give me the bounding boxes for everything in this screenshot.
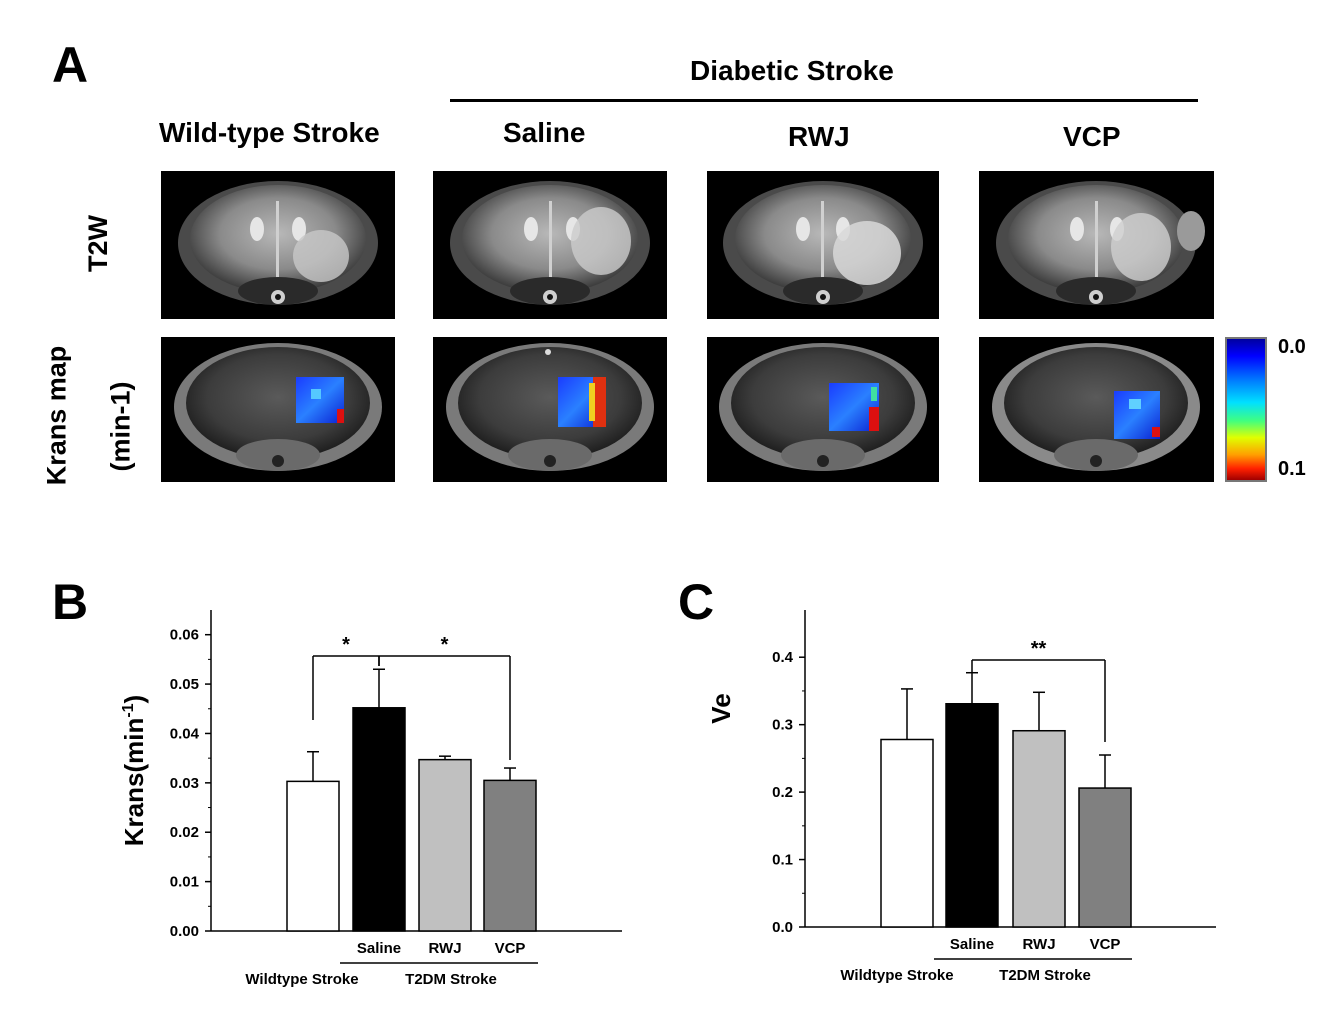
significance-star: **: [1031, 638, 1047, 660]
y-tick-label: 0.2: [772, 784, 793, 801]
group-label-wildtype: Wildtype Stroke: [840, 967, 953, 984]
y-tick-label: 0.4: [772, 649, 794, 666]
krans-map-wildtype: [161, 337, 395, 482]
y-axis-label: Krans(min-1): [119, 695, 149, 846]
col-header-rwj: RWJ: [788, 121, 850, 152]
bar: [880, 738, 934, 928]
bar: [483, 779, 537, 932]
y-axis-label: Ve: [706, 693, 736, 723]
category-label: RWJ: [428, 940, 461, 957]
y-tick-label: 0.02: [170, 824, 199, 841]
significance-star: *: [441, 634, 449, 656]
y-tick-label: 0.3: [772, 717, 793, 734]
panel-c-letter: C: [678, 574, 715, 630]
bar: [1012, 729, 1066, 928]
y-tick-label: 0.0: [772, 919, 793, 936]
y-tick-label: 0.04: [170, 725, 200, 742]
panel-b-letter: B: [52, 574, 89, 630]
y-tick-label: 0.03: [170, 775, 199, 792]
group-label-t2dm: T2DM Stroke: [999, 967, 1091, 984]
chart-b: 0.00 0.01 0.02 0.03 0.04 0.05 0.06 Krans(min-1)…: [119, 610, 622, 988]
y-tick-label: 0.1: [772, 852, 793, 869]
panel-a-letter: A: [52, 37, 89, 93]
colorbar-bottom-label: 0.1: [1278, 458, 1306, 480]
t2w-image-wildtype: [161, 171, 395, 319]
category-label: Saline: [357, 940, 401, 957]
diabetic-stroke-header: Diabetic Stroke: [690, 55, 894, 86]
category-label: RWJ: [1022, 936, 1055, 953]
col-header-wildtype: Wild-type Stroke: [159, 117, 380, 148]
y-tick-label: 0.00: [170, 923, 199, 940]
bar: [352, 707, 406, 932]
bar: [945, 703, 999, 928]
y-tick-label: 0.06: [170, 627, 199, 644]
chart-c: 0.0 0.1 0.2 0.3 0.4 Ve Saline RWJ VCP Wildtype St…: [706, 610, 1216, 984]
bar: [1078, 787, 1132, 928]
diabetic-stroke-rule: [450, 99, 1198, 102]
krans-map-vcp: [979, 337, 1214, 482]
krans-map-rwj: [707, 337, 939, 482]
category-label: VCP: [495, 940, 526, 957]
y-tick-label: 0.01: [170, 874, 199, 891]
t2w-image-saline: [433, 171, 667, 319]
significance-star: *: [342, 634, 350, 656]
col-header-saline: Saline: [503, 117, 586, 148]
col-header-vcp: VCP: [1063, 121, 1121, 152]
t2w-image-rwj: [707, 171, 939, 319]
colorbar: [1225, 337, 1267, 482]
group-label-wildtype: Wildtype Stroke: [245, 971, 358, 988]
bar: [286, 780, 340, 932]
y-tick-label: 0.05: [170, 676, 199, 693]
colorbar-top-label: 0.0: [1278, 336, 1306, 358]
group-label-t2dm: T2DM Stroke: [405, 971, 497, 988]
krans-map-saline: [433, 337, 667, 482]
t2w-image-vcp: [979, 171, 1214, 319]
category-label: Saline: [950, 936, 994, 953]
category-label: VCP: [1090, 936, 1121, 953]
bar: [418, 758, 472, 932]
